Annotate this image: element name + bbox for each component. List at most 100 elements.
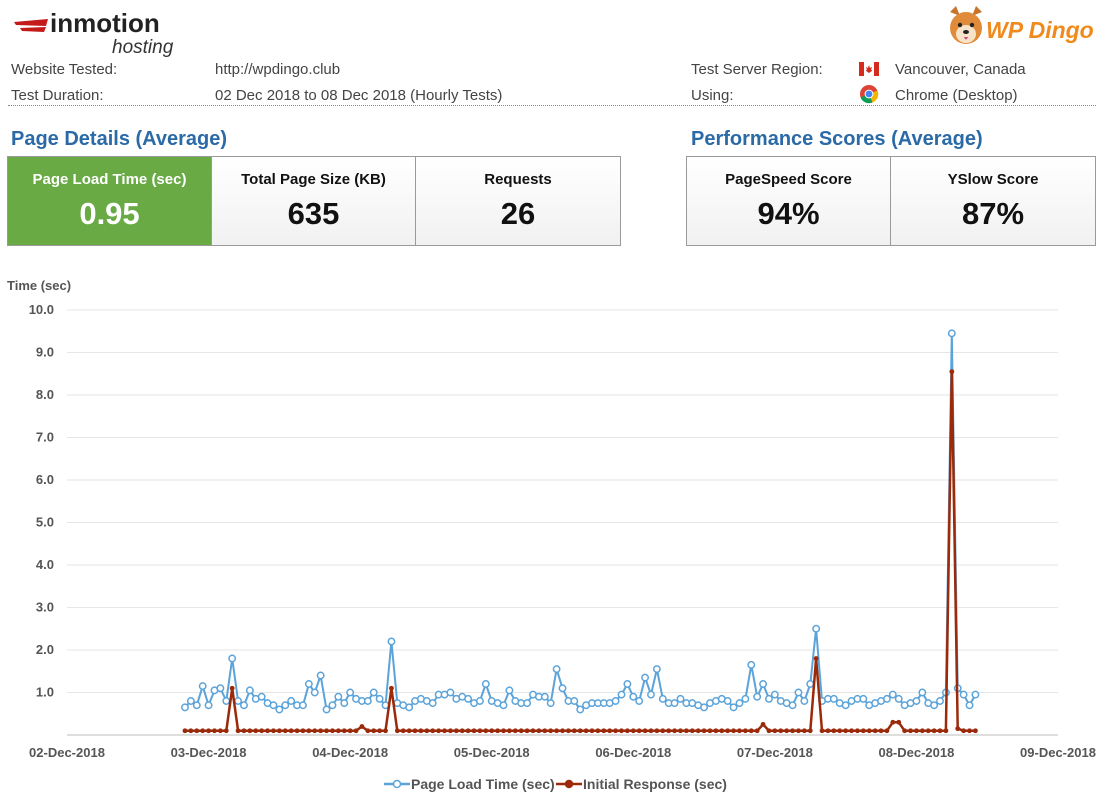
y-axis-ticks: 1.0 2.0 3.0 4.0 5.0 6.0 7.0 8.0 9.0 10.0 bbox=[29, 302, 54, 700]
test-server-region-label: Test Server Region: bbox=[691, 61, 823, 78]
data-point bbox=[595, 728, 601, 734]
data-point bbox=[465, 728, 471, 734]
data-point bbox=[216, 684, 225, 693]
x-tick-label: 04-Dec-2018 bbox=[312, 745, 388, 760]
data-point bbox=[471, 728, 477, 734]
data-point bbox=[647, 690, 655, 699]
data-point bbox=[523, 699, 532, 708]
data-point bbox=[725, 728, 731, 734]
data-point bbox=[188, 728, 194, 734]
data-point bbox=[866, 728, 872, 734]
x-tick-label: 05-Dec-2018 bbox=[454, 745, 530, 760]
data-point bbox=[212, 728, 217, 734]
total-page-size-card: Total Page Size (KB) 635 bbox=[212, 157, 416, 245]
data-point bbox=[548, 728, 554, 734]
data-point bbox=[812, 624, 821, 633]
data-point bbox=[217, 728, 223, 734]
y-tick-label: 6.0 bbox=[36, 472, 54, 487]
data-point bbox=[430, 728, 436, 734]
data-point bbox=[971, 690, 980, 699]
data-point bbox=[322, 705, 331, 714]
data-point bbox=[961, 728, 967, 734]
data-point bbox=[731, 728, 736, 734]
data-point bbox=[442, 728, 447, 734]
data-point bbox=[583, 728, 589, 734]
data-point bbox=[737, 728, 742, 734]
data-point bbox=[389, 685, 394, 691]
data-point bbox=[607, 728, 613, 734]
data-point bbox=[849, 728, 854, 734]
page-load-time-label: Page Load Time (sec) bbox=[32, 171, 187, 188]
data-point bbox=[347, 728, 353, 734]
data-point bbox=[813, 656, 819, 661]
data-point bbox=[770, 690, 779, 699]
data-point bbox=[552, 665, 561, 674]
test-duration-value: 02 Dec 2018 to 08 Dec 2018 (Hourly Tests… bbox=[215, 87, 503, 104]
data-point bbox=[613, 728, 618, 734]
performance-scores-title: Performance Scores (Average) bbox=[691, 128, 983, 150]
data-point bbox=[223, 728, 229, 734]
data-point bbox=[512, 728, 518, 734]
data-point bbox=[269, 701, 278, 710]
data-point bbox=[855, 728, 860, 734]
data-point bbox=[884, 728, 890, 734]
data-point bbox=[624, 728, 630, 734]
data-point bbox=[182, 728, 188, 734]
data-point bbox=[464, 694, 473, 703]
data-point bbox=[475, 697, 484, 705]
requests-value: 26 bbox=[500, 196, 536, 231]
data-point bbox=[654, 728, 660, 734]
data-point bbox=[741, 694, 750, 703]
data-point bbox=[565, 728, 571, 734]
total-page-size-label: Total Page Size (KB) bbox=[241, 171, 386, 188]
data-point bbox=[276, 728, 282, 734]
data-point bbox=[658, 694, 667, 703]
data-point bbox=[796, 728, 801, 734]
header-divider bbox=[8, 105, 1096, 106]
data-point bbox=[316, 671, 325, 680]
data-point bbox=[790, 728, 795, 734]
data-point bbox=[778, 728, 784, 734]
data-point bbox=[670, 699, 679, 708]
data-point bbox=[630, 728, 636, 734]
data-point bbox=[642, 728, 648, 734]
data-point bbox=[505, 686, 514, 695]
y-tick-label: 10.0 bbox=[29, 302, 54, 317]
data-point bbox=[641, 673, 650, 682]
data-point bbox=[281, 701, 290, 710]
data-point bbox=[310, 688, 319, 697]
page-details-title: Page Details (Average) bbox=[11, 128, 228, 150]
data-point bbox=[477, 728, 483, 734]
hosting-wordmark: hosting bbox=[112, 37, 174, 58]
wpdingo-wordmark: WP Dingo bbox=[986, 17, 1094, 43]
y-tick-label: 3.0 bbox=[36, 600, 54, 615]
data-point bbox=[235, 728, 241, 734]
data-point bbox=[936, 697, 944, 705]
data-point bbox=[387, 637, 396, 646]
data-point bbox=[365, 728, 371, 734]
data-point bbox=[611, 697, 620, 705]
data-point bbox=[676, 694, 685, 703]
data-point bbox=[689, 728, 695, 734]
data-point bbox=[204, 701, 213, 710]
data-point bbox=[240, 701, 248, 710]
data-point bbox=[247, 728, 253, 734]
data-point bbox=[636, 728, 642, 734]
yslow-score-label: YSlow Score bbox=[947, 171, 1039, 188]
data-point bbox=[973, 728, 978, 734]
data-point bbox=[335, 728, 341, 734]
data-point bbox=[412, 728, 418, 734]
data-point bbox=[271, 728, 276, 734]
data-point bbox=[914, 728, 919, 734]
data-point bbox=[287, 697, 296, 705]
data-point bbox=[713, 728, 719, 734]
data-point bbox=[701, 728, 707, 734]
data-point bbox=[186, 697, 195, 705]
data-point bbox=[383, 728, 388, 734]
data-point bbox=[499, 701, 508, 710]
y-tick-label: 9.0 bbox=[36, 345, 54, 360]
data-point bbox=[340, 699, 349, 708]
data-point bbox=[394, 728, 400, 734]
x-tick-label: 06-Dec-2018 bbox=[595, 745, 671, 760]
data-point bbox=[200, 728, 206, 734]
